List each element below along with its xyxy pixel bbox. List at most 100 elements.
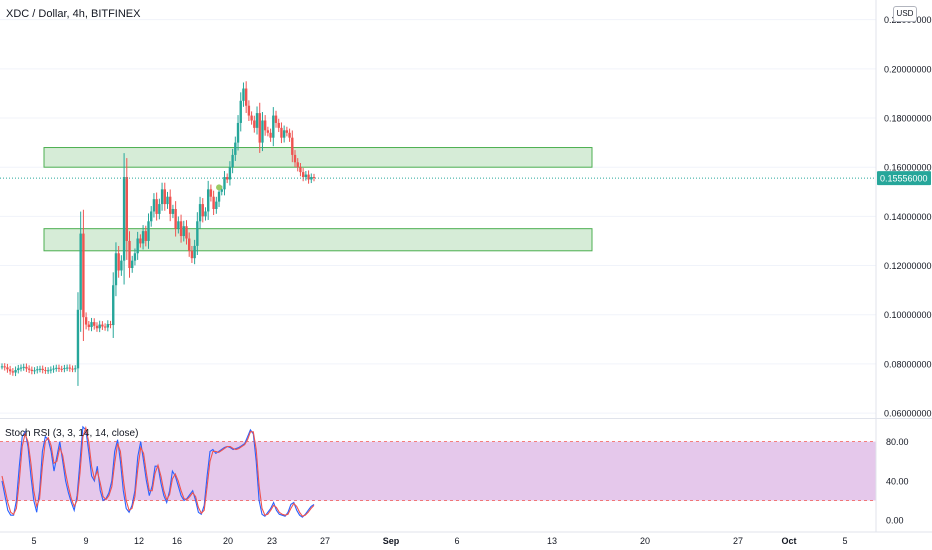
candle-body <box>179 221 183 237</box>
candle-body <box>217 191 221 202</box>
candle-body <box>8 369 12 372</box>
candle-body <box>225 177 229 180</box>
price-tick-label: 0.20000000 <box>884 64 932 74</box>
candle-body <box>171 209 175 214</box>
candle-body <box>182 226 185 237</box>
candle-body <box>250 115 253 121</box>
candle-body <box>310 177 313 180</box>
candle-body <box>17 368 20 371</box>
price-tick-label: 0.16000000 <box>884 163 932 173</box>
stoch-rsi-label: Stoch RSI (3, 3, 14, 14, close) <box>5 428 139 439</box>
last-price-label: 0.15556000 <box>880 174 928 184</box>
candle-body <box>46 370 50 372</box>
candle-body <box>139 238 142 244</box>
x-tick-label: 5 <box>31 536 36 546</box>
candle-body <box>19 367 23 369</box>
candle-body <box>220 189 223 192</box>
candle-body <box>25 366 28 369</box>
candle-body <box>125 177 128 241</box>
signal-marker <box>216 184 223 191</box>
candle-body <box>133 253 137 261</box>
candle-body <box>274 115 278 123</box>
candle-body <box>291 137 294 155</box>
candle-body <box>231 154 234 168</box>
price-pane[interactable]: 0.06000000 0.08000000 0.10000000 0.12000000… <box>0 0 932 418</box>
candle-body <box>244 88 248 106</box>
x-tick-label: 12 <box>134 536 144 546</box>
candle-body <box>68 367 72 369</box>
x-tick-label: 23 <box>267 536 277 546</box>
candle-body <box>263 120 267 131</box>
stoch-rsi-pane[interactable]: 0.00 40.00 80.00 5 9 12 16 20 23 27 Sep 6 13 20 27 Oct 5 <box>0 418 932 550</box>
candle-body <box>215 201 218 209</box>
candle-body <box>177 221 180 229</box>
candle-body <box>57 367 61 369</box>
price-tick-label: 0.12000000 <box>884 261 932 271</box>
currency-button[interactable]: USD <box>893 6 917 22</box>
x-tick-label: 16 <box>172 536 182 546</box>
price-tick-label: 0.06000000 <box>884 409 932 418</box>
candle-body <box>307 174 310 180</box>
candle-body <box>87 324 91 328</box>
candle-body <box>277 122 280 128</box>
candle-body <box>239 100 242 123</box>
candle-body <box>282 130 286 138</box>
candle-body <box>63 368 66 370</box>
candle-body <box>212 196 215 209</box>
candle-body <box>204 211 207 217</box>
candle-body <box>6 367 9 370</box>
pane-separator <box>0 418 932 419</box>
candle-body <box>11 371 15 373</box>
x-tick-label: 20 <box>640 536 650 546</box>
candle-body <box>293 154 297 163</box>
candle-body <box>103 326 107 328</box>
candle-body <box>228 167 232 180</box>
candle-body <box>266 130 270 133</box>
candle-body <box>3 366 6 368</box>
candle-body <box>38 368 42 370</box>
price-tick-label: 0.14000000 <box>884 212 932 222</box>
candle-body <box>312 177 316 179</box>
candle-body <box>141 231 145 244</box>
candle-body <box>117 253 120 271</box>
candle-body <box>174 209 177 229</box>
candle-body <box>128 240 131 269</box>
candle-body <box>185 226 188 239</box>
stoch-rsi-line <box>1 425 315 517</box>
candle-body <box>155 199 158 214</box>
candle-body <box>158 204 161 214</box>
candle-body <box>71 368 74 370</box>
candle-body <box>30 369 34 372</box>
candle-body <box>223 177 226 190</box>
candle-body <box>74 368 77 370</box>
candle-body <box>22 366 25 368</box>
candle-body <box>258 113 261 143</box>
candle-body <box>114 253 118 286</box>
candle-body <box>150 211 153 222</box>
x-tick-label: 6 <box>454 536 459 546</box>
candle-body <box>131 260 134 269</box>
candle-body <box>27 368 31 370</box>
candle-body <box>206 189 210 212</box>
x-tick-label: 9 <box>83 536 88 546</box>
rsi-tick-label: 40.00 <box>886 476 909 486</box>
candle-body <box>147 221 150 241</box>
x-tick-label: 27 <box>733 536 743 546</box>
candle-body <box>65 367 69 369</box>
candle-body <box>152 199 156 212</box>
candle-body <box>36 369 39 371</box>
candle-body <box>106 324 110 328</box>
x-tick-label: 20 <box>223 536 233 546</box>
candle-body <box>209 189 213 197</box>
x-tick-label: Oct <box>781 536 796 546</box>
price-tick-label: 0.10000000 <box>884 310 932 320</box>
candle-body <box>196 221 199 246</box>
candle-body <box>261 120 264 143</box>
candle-body <box>52 368 55 370</box>
candle-body <box>201 204 204 217</box>
candle-body <box>44 370 47 372</box>
candle-body <box>93 322 96 326</box>
candle-body <box>166 196 169 205</box>
candle-body <box>234 142 237 155</box>
